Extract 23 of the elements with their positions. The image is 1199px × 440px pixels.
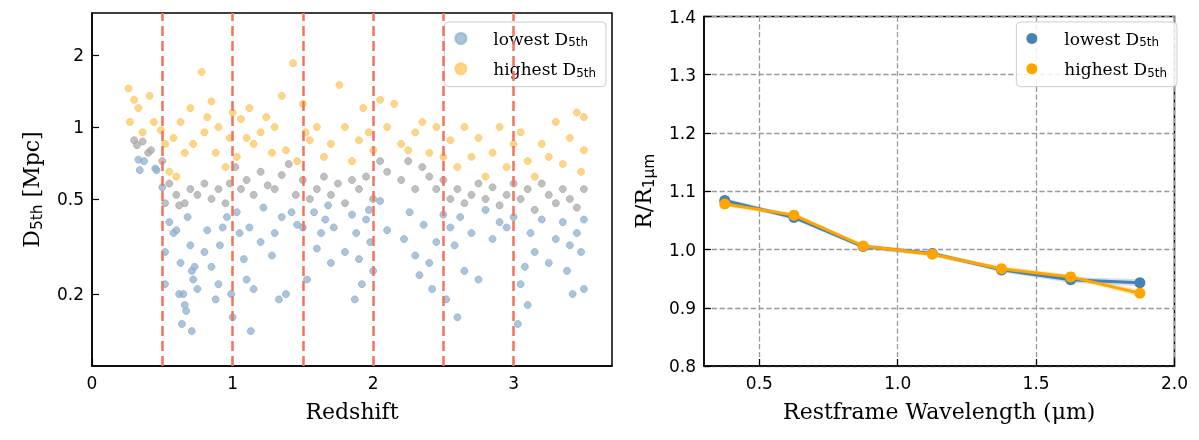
y-axis-title: D5th [Mpc] xyxy=(19,131,46,248)
y-tick-label: 2 xyxy=(73,45,84,66)
y-tick-label: 0.5 xyxy=(56,188,84,209)
y-tick-label: 1 xyxy=(73,117,84,138)
x-tick-label: 1.5 xyxy=(1022,372,1050,393)
y-tick-label: 0.2 xyxy=(56,284,84,305)
x-axis-title: Restframe Wavelength (μm) xyxy=(783,398,1096,424)
y-tick-label: 1.0 xyxy=(668,239,696,260)
x-tick-label: 3 xyxy=(508,372,520,393)
y-tick-label: 1.4 xyxy=(668,6,696,27)
x-tick-label: 2.0 xyxy=(1160,372,1189,393)
x-tick-label: 2 xyxy=(367,372,379,393)
y-axis-title: R/R1μm xyxy=(631,153,658,229)
y-tick-label: 1.3 xyxy=(668,64,696,85)
x-tick-label: 1.0 xyxy=(884,372,912,393)
x-axis-title: Redshift xyxy=(305,398,399,424)
y-tick-label: 1.2 xyxy=(668,123,696,143)
y-tick-label: 0.9 xyxy=(668,297,696,318)
y-tick-label: 0.8 xyxy=(668,356,696,376)
x-tick-label: 0.5 xyxy=(745,372,773,393)
y-tick-label: 1.1 xyxy=(668,181,696,202)
x-tick-label: 0 xyxy=(86,372,98,393)
x-tick-label: 1 xyxy=(227,372,238,393)
